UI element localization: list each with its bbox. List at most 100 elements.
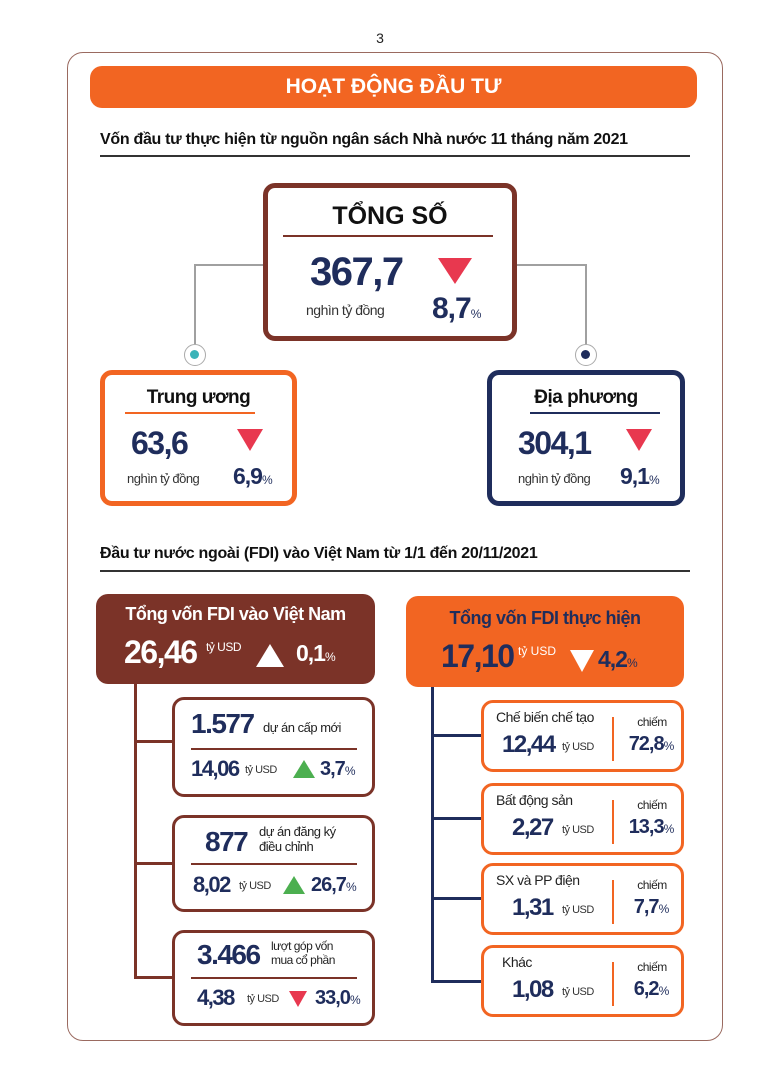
sector-share: 6,2% <box>633 978 669 1000</box>
central-unit: nghìn tỷ đồng <box>127 471 200 486</box>
fdi-disbursed-title: Tổng vốn FDI thực hiện <box>449 608 641 628</box>
down-arrow-icon <box>626 429 652 451</box>
sector-card: SX và PP điện 1,31 tỷ USD chiếm 7,7% <box>481 863 684 935</box>
sector-share: 13,3% <box>628 816 675 838</box>
adjusted-projects-card: 877 dự án đăng ký điều chỉnh 8,02 tỷ USD … <box>172 815 375 912</box>
section-title-fdi: Đầu tư nước ngoài (FDI) vào Việt Nam từ … <box>100 545 538 562</box>
fdi-registered-card: Tổng vốn FDI vào Việt Nam 26,46 tỷ USD 0… <box>96 594 375 684</box>
divider <box>100 570 690 572</box>
sector-value: 12,44 <box>502 731 556 758</box>
central-title: Trung ương <box>146 387 251 408</box>
tree-line <box>134 862 174 865</box>
up-arrow-icon <box>256 644 284 667</box>
sector-value: 1,08 <box>512 976 554 1003</box>
sector-card: Chế biến chế tạo 12,44 tỷ USD chiếm 72,8… <box>481 700 684 772</box>
tree-line <box>134 976 174 979</box>
page-number: 3 <box>376 30 384 46</box>
tree-line <box>431 980 483 983</box>
sector-unit: tỷ USD <box>562 741 594 753</box>
total-value: 367,7 <box>310 250 404 294</box>
sector-unit: tỷ USD <box>562 824 594 836</box>
capital-contribution-card: 3.466 lượt góp vốn mua cổ phần 4,38 tỷ US… <box>172 930 375 1026</box>
tree-line <box>134 683 137 979</box>
share-label: chiếm <box>637 798 667 812</box>
connector <box>516 264 586 266</box>
sector-value: 1,31 <box>512 894 554 921</box>
divider <box>283 235 493 237</box>
divider <box>612 800 614 844</box>
unit: tỷ USD <box>239 880 271 892</box>
local-card: Địa phương 304,1 nghìn tỷ đồng 9,1% <box>487 370 685 506</box>
local-unit: nghìn tỷ đồng <box>518 471 591 486</box>
total-unit: nghìn tỷ đồng <box>306 302 385 318</box>
fdi-disbursed-unit: tỷ USD <box>518 644 557 658</box>
sector-name: Bất động sản <box>496 792 573 808</box>
sector-name: SX và PP điện <box>496 872 580 888</box>
tree-line <box>431 734 483 737</box>
section-header: HOẠT ĐỘNG ĐẦU TƯ <box>90 66 697 108</box>
divider <box>612 880 614 924</box>
navy-dot-icon <box>575 344 597 366</box>
total-change: 8,7% <box>432 292 481 325</box>
tree-line <box>134 740 174 743</box>
unit: tỷ USD <box>247 993 279 1005</box>
local-title: Địa phương <box>534 387 638 408</box>
local-value: 304,1 <box>518 425 592 461</box>
divider <box>100 155 690 157</box>
sector-name: Khác <box>502 954 532 970</box>
change: 3,7% <box>320 758 355 780</box>
connector <box>585 264 587 344</box>
connector <box>194 264 196 344</box>
value: 14,06 <box>191 756 240 781</box>
divider <box>191 977 357 979</box>
sector-share: 72,8% <box>628 733 675 755</box>
central-card: Trung ương 63,6 nghìn tỷ đồng 6,9% <box>100 370 297 506</box>
sector-name: Chế biến chế tạo <box>496 709 594 725</box>
sector-card: Bất động sản 2,27 tỷ USD chiếm 13,3% <box>481 783 684 855</box>
up-arrow-icon <box>283 876 305 894</box>
down-arrow-icon <box>570 650 594 672</box>
label: dự án đăng ký điều chỉnh <box>259 824 336 854</box>
tree-line <box>431 687 434 983</box>
value: 4,38 <box>197 985 235 1010</box>
divider <box>191 748 357 750</box>
label: lượt góp vốn mua cổ phần <box>271 939 335 967</box>
share-label: chiếm <box>637 960 667 974</box>
divider <box>530 412 660 414</box>
divider <box>612 717 614 761</box>
local-change: 9,1% <box>620 463 660 489</box>
fdi-disbursed-value: 17,10 <box>441 638 515 674</box>
connector <box>194 264 264 266</box>
total-title: TỔNG SỐ <box>332 202 448 230</box>
tree-line <box>431 897 483 900</box>
fdi-registered-title: Tổng vốn FDI vào Việt Nam <box>125 604 346 624</box>
tree-line <box>431 817 483 820</box>
sector-unit: tỷ USD <box>562 904 594 916</box>
central-value: 63,6 <box>131 425 189 461</box>
up-arrow-icon <box>293 760 315 778</box>
content-frame <box>67 52 723 1041</box>
central-change: 6,9% <box>233 463 273 489</box>
fdi-registered-unit: tỷ USD <box>206 640 242 654</box>
down-arrow-icon <box>289 991 307 1007</box>
fdi-registered-change: 0,1% <box>296 640 336 666</box>
total-card: TỔNG SỐ 367,7 nghìn tỷ đồng 8,7% <box>263 183 517 341</box>
teal-dot-icon <box>184 344 206 366</box>
change: 33,0% <box>315 987 361 1009</box>
count: 3.466 <box>197 939 261 970</box>
share-label: chiếm <box>637 715 667 729</box>
divider <box>191 863 357 865</box>
sector-unit: tỷ USD <box>562 986 594 998</box>
sector-share: 7,7% <box>633 896 669 918</box>
new-projects-card: 1.577 dự án cấp mới 14,06 tỷ USD 3,7% <box>172 697 375 797</box>
divider <box>612 962 614 1006</box>
share-label: chiếm <box>637 878 667 892</box>
count: 1.577 <box>191 708 255 739</box>
fdi-disbursed-change: 4,2% <box>598 646 638 672</box>
sector-value: 2,27 <box>512 814 554 841</box>
sector-card: Khác 1,08 tỷ USD chiếm 6,2% <box>481 945 684 1017</box>
section-title-budget: Vốn đầu tư thực hiện từ nguồn ngân sách … <box>100 131 628 148</box>
unit: tỷ USD <box>245 764 277 776</box>
change: 26,7% <box>311 874 357 896</box>
fdi-registered-value: 26,46 <box>124 634 198 670</box>
